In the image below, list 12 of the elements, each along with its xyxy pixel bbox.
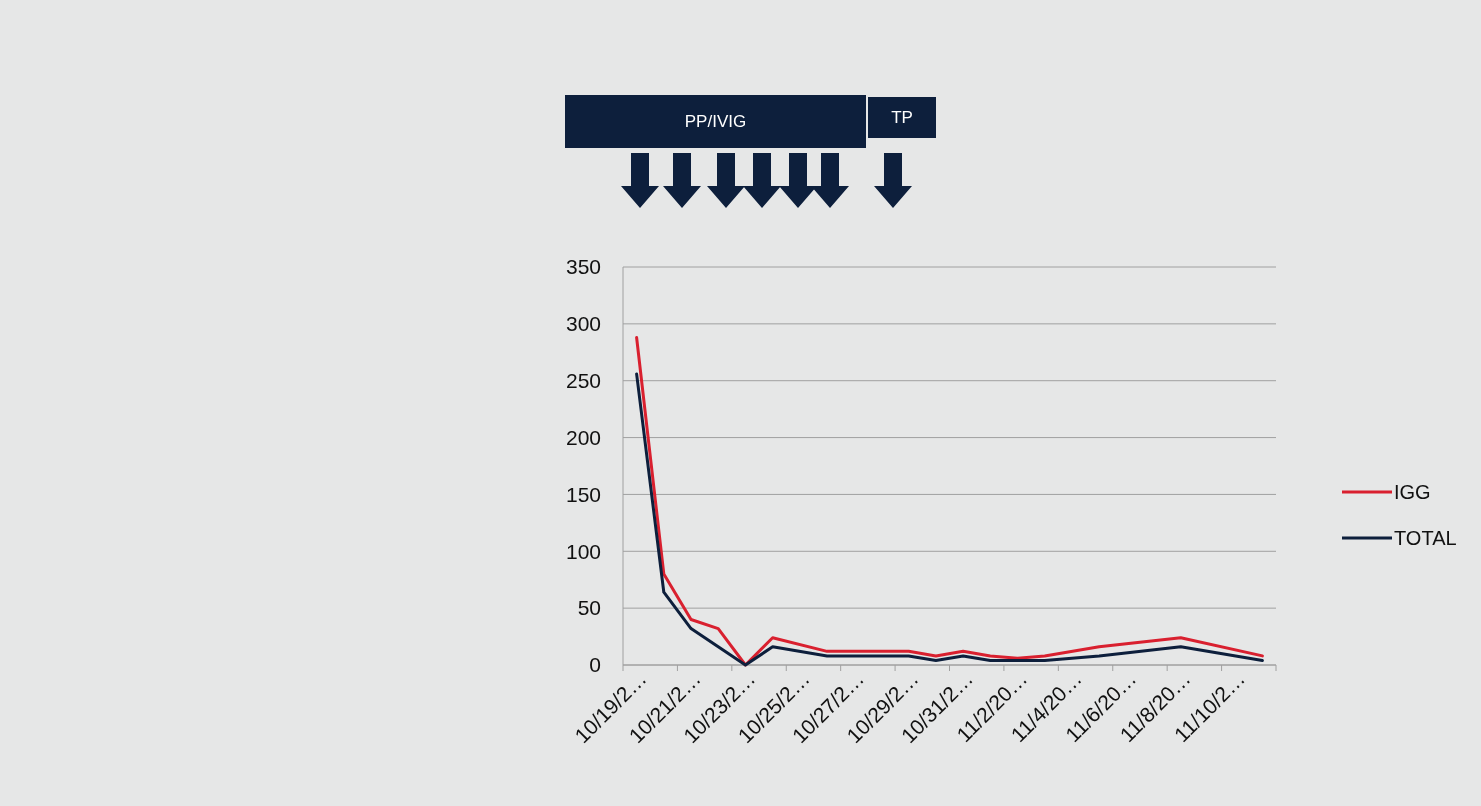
y-tick-label: 100 (565, 539, 601, 563)
y-tick-label: 200 (565, 425, 601, 449)
text: PP/IVIG (684, 112, 747, 132)
legend-label: TOTAL (1394, 527, 1457, 549)
y-tick-label: 150 (565, 482, 601, 506)
y-tick-label: 0 (589, 653, 601, 677)
text: TP (891, 108, 913, 128)
legend-label: IGG (1394, 481, 1431, 503)
y-tick-label: 50 (577, 596, 601, 620)
y-tick-label: 350 (565, 255, 601, 279)
y-tick-label: 300 (565, 312, 601, 336)
y-tick-label: 250 (565, 369, 601, 393)
